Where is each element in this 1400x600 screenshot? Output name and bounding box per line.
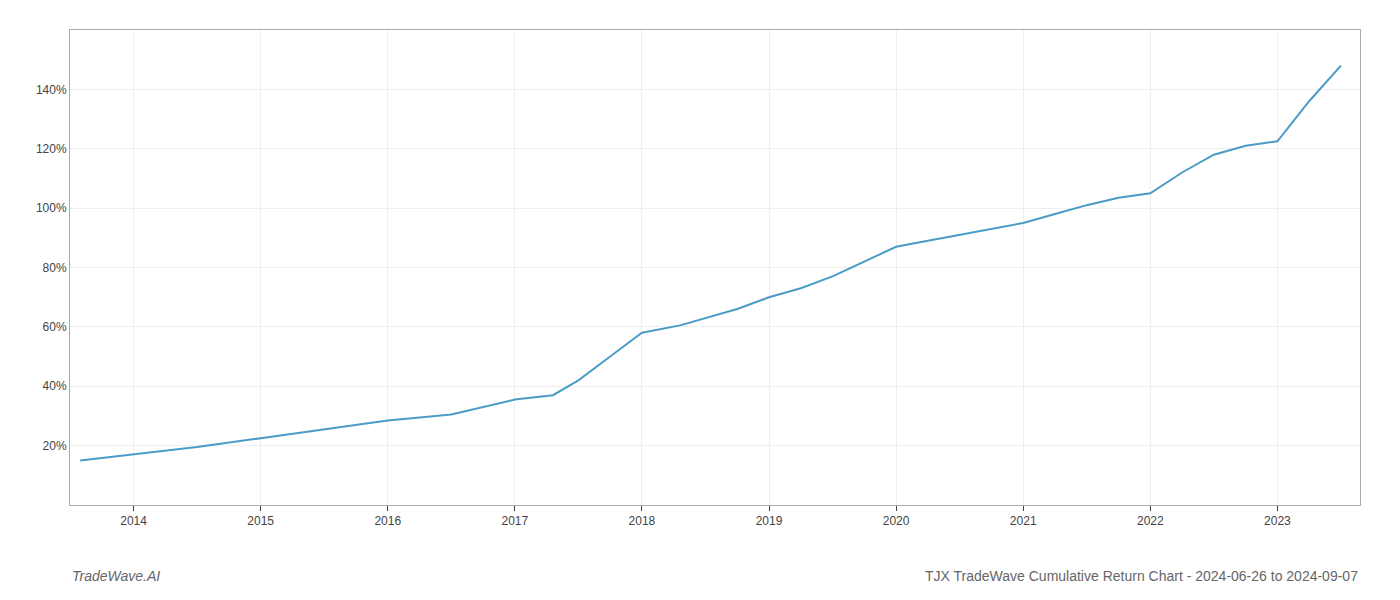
svg-text:2020: 2020 [883, 514, 910, 528]
svg-text:100%: 100% [36, 201, 67, 215]
svg-text:60%: 60% [43, 320, 67, 334]
svg-text:40%: 40% [43, 379, 67, 393]
svg-text:2021: 2021 [1010, 514, 1037, 528]
svg-text:2017: 2017 [501, 514, 528, 528]
svg-text:140%: 140% [36, 83, 67, 97]
svg-text:TJX TradeWave Cumulative Retur: TJX TradeWave Cumulative Return Chart - … [925, 568, 1358, 584]
svg-text:2014: 2014 [120, 514, 147, 528]
svg-text:2016: 2016 [374, 514, 401, 528]
svg-text:80%: 80% [43, 261, 67, 275]
svg-text:2018: 2018 [629, 514, 656, 528]
svg-text:120%: 120% [36, 142, 67, 156]
svg-text:2015: 2015 [247, 514, 274, 528]
svg-text:2022: 2022 [1137, 514, 1164, 528]
svg-text:2019: 2019 [756, 514, 783, 528]
svg-text:20%: 20% [43, 439, 67, 453]
svg-text:TradeWave.AI: TradeWave.AI [72, 568, 160, 584]
svg-text:2023: 2023 [1264, 514, 1291, 528]
